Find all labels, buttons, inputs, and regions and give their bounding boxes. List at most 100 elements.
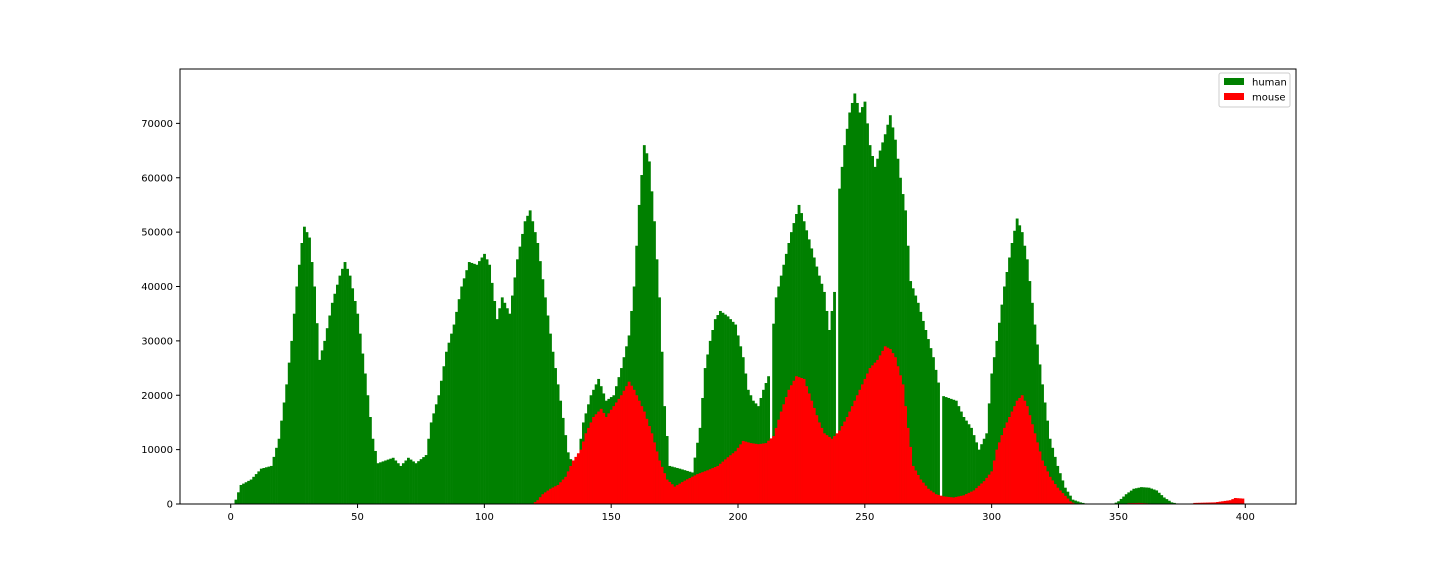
human-bar: [959, 411, 963, 504]
mouse-bar: [795, 376, 798, 504]
mouse-bar: [906, 427, 910, 505]
human-bar: [531, 221, 535, 504]
mouse-bar: [1228, 500, 1232, 504]
human-bar: [470, 262, 474, 504]
human-bar: [460, 286, 464, 504]
mouse-bar: [1061, 493, 1065, 505]
mouse-bar: [599, 408, 603, 504]
human-bar: [292, 313, 296, 504]
mouse-bar: [696, 474, 699, 504]
mouse-bar: [777, 419, 781, 504]
human-bar: [772, 323, 776, 504]
human-bar: [921, 320, 925, 504]
mouse-bar: [896, 366, 900, 504]
mouse-bar: [533, 502, 537, 504]
mouse-bar: [701, 472, 705, 504]
mouse-bar: [924, 485, 928, 504]
human-bar: [1025, 259, 1029, 504]
mouse-bar: [1025, 406, 1029, 505]
mouse-bar: [744, 441, 748, 504]
human-bar: [848, 112, 852, 504]
human-bar: [549, 333, 552, 505]
mouse-bar: [559, 482, 563, 504]
human-bar: [716, 315, 720, 504]
mouse-bars: [533, 346, 1245, 505]
human-bar: [944, 397, 948, 504]
human-bar: [919, 311, 923, 505]
mouse-bar: [853, 400, 857, 504]
mouse-bar: [574, 456, 578, 505]
human-bar: [992, 357, 996, 504]
human-bar: [237, 492, 240, 504]
human-bar: [257, 471, 261, 505]
mouse-bar: [726, 457, 730, 504]
mouse-bar: [703, 471, 707, 504]
human-bar: [975, 442, 978, 505]
legend-label-mouse: mouse: [1252, 93, 1286, 104]
mouse-bar: [660, 466, 664, 504]
mouse-bar: [614, 402, 618, 504]
human-bar: [533, 232, 537, 505]
mouse-bar: [899, 375, 902, 504]
human-bar: [561, 417, 565, 504]
mouse-bar: [655, 451, 659, 504]
human-bar: [315, 323, 319, 504]
human-bar: [1069, 495, 1072, 504]
human-bar: [1003, 286, 1006, 504]
human-bar: [977, 449, 981, 505]
mouse-bar: [686, 479, 689, 504]
mouse-bar: [1015, 400, 1019, 504]
human-bar: [376, 463, 380, 504]
human-bar: [653, 221, 656, 504]
mouse-bar: [749, 443, 753, 504]
mouse-bar: [536, 500, 540, 504]
mouse-bar: [561, 479, 565, 504]
mouse-bar: [802, 378, 806, 504]
human-bar: [876, 158, 880, 504]
mouse-bar: [1020, 395, 1024, 504]
human-bar: [526, 215, 530, 504]
human-bar: [554, 368, 557, 504]
mouse-bar: [1231, 499, 1235, 504]
mouse-bar: [622, 390, 626, 504]
human-bar: [478, 261, 481, 505]
human-bar: [343, 262, 347, 504]
human-bar: [957, 406, 961, 505]
human-bar: [807, 239, 811, 505]
human-bar: [901, 194, 905, 504]
mouse-bar: [647, 426, 651, 504]
x-tick-label: 400: [1236, 512, 1255, 523]
human-bar: [264, 467, 268, 504]
human-bar: [498, 308, 502, 504]
mouse-bar: [587, 427, 590, 505]
mouse-bar: [607, 413, 611, 505]
human-bar: [655, 259, 659, 504]
human-bar: [564, 435, 568, 505]
human-bar: [455, 311, 459, 505]
human-bar: [947, 397, 951, 504]
mouse-bar: [637, 400, 641, 504]
mouse-bar: [782, 404, 786, 504]
mouse-bar: [632, 389, 636, 504]
human-bar: [259, 468, 263, 504]
mouse-bar: [1013, 406, 1017, 505]
legend: human mouse: [1218, 72, 1291, 108]
human-bar: [244, 482, 248, 504]
human-bar: [838, 188, 842, 505]
mouse-bar: [564, 476, 568, 504]
human-bar: [407, 457, 410, 504]
mouse-bar: [985, 477, 989, 504]
human-bar: [1152, 489, 1156, 504]
human-bar: [462, 278, 466, 504]
human-bar: [645, 153, 649, 504]
mouse-bar: [1241, 498, 1245, 504]
mouse-bar: [627, 381, 631, 504]
human-bar: [1010, 243, 1014, 504]
human-bar: [442, 366, 446, 504]
mouse-bar: [1216, 502, 1219, 504]
human-bar: [429, 422, 433, 504]
human-bar: [1150, 488, 1153, 504]
human-bars: [234, 93, 1179, 505]
human-bar: [797, 204, 801, 504]
